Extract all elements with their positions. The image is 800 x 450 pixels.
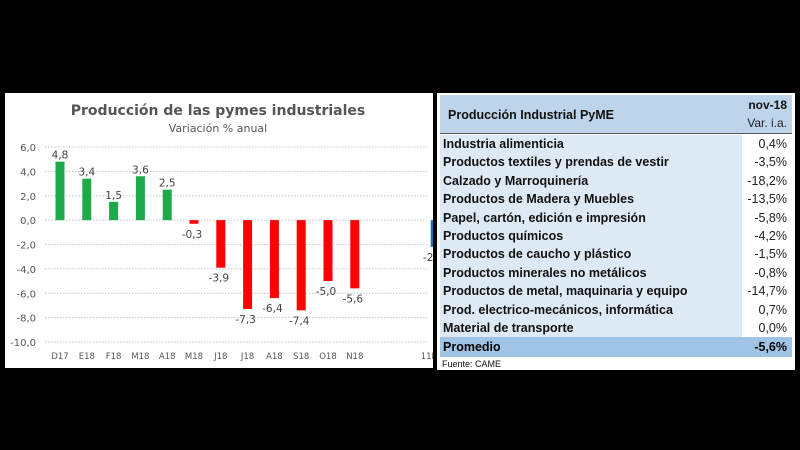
bar <box>82 178 92 221</box>
data-label: -5,6 <box>343 293 364 305</box>
bar <box>55 161 65 221</box>
source-note: Fuente: CAME <box>442 359 502 369</box>
table-row: Productos químicos -4,2% <box>440 227 792 246</box>
row-label: Productos minerales no metálicos <box>443 265 647 280</box>
bar <box>109 201 119 221</box>
table-row: Calzado y Marroquinería -18,2% <box>440 171 792 191</box>
y-tick-label: -6,0 <box>16 289 36 300</box>
row-value: -1,5% <box>754 247 787 262</box>
row-value: -4,2% <box>754 229 787 243</box>
y-tick-label: 4,0 <box>20 167 36 178</box>
row-value: -18,2% <box>747 173 787 188</box>
y-tick-label: 2,0 <box>20 192 36 203</box>
bar <box>243 220 253 310</box>
bar <box>323 220 333 282</box>
x-tick-label: A18 <box>159 352 176 362</box>
bar <box>216 220 226 268</box>
y-tick-label: -10,0 <box>10 338 36 349</box>
data-label: -7,3 <box>235 314 256 326</box>
table-row: Papel, cartón, edición e impresión -5,8% <box>440 208 792 228</box>
bar <box>296 220 306 311</box>
y-tick-label: -2,0 <box>16 241 36 252</box>
table-row: Productos minerales no metálicos -0,8% <box>440 263 792 283</box>
row-label: Industria alimenticia <box>443 137 564 151</box>
x-tick-label: F18 <box>106 352 122 362</box>
row-value: -14,7% <box>747 284 787 299</box>
row-label: Productos de caucho y plástico <box>443 247 632 262</box>
data-label: 1,5 <box>105 190 122 202</box>
y-tick-label: -8,0 <box>16 314 36 325</box>
x-tick-label: E18 <box>79 352 95 362</box>
row-label: Material de transporte <box>443 321 574 335</box>
row-label: Productos de metal, maquinaria y equipo <box>443 284 688 299</box>
bar-chart-panel: Producción de las pymes industriales Var… <box>5 93 433 368</box>
bar <box>135 176 145 221</box>
chart-title: Producción de las pymes industriales <box>71 103 365 119</box>
row-value: -13,5% <box>747 192 787 207</box>
row-label: Productos textiles y prendas de vestir <box>443 155 669 170</box>
y-tick-label: -4,0 <box>16 265 36 276</box>
data-label: -7,4 <box>289 315 310 327</box>
x-tick-label: M18 <box>185 352 203 362</box>
row-value: 0,4% <box>758 137 788 151</box>
row-value: -3,5% <box>754 155 787 170</box>
table-row: Industria alimenticia 0,4% <box>440 135 792 154</box>
table-row: Material de transporte 0,0% <box>440 319 792 338</box>
row-label: Papel, cartón, edición e impresión <box>443 210 646 225</box>
data-label: 4,8 <box>52 150 69 162</box>
table-header: Producción Industrial PyME nov-18 Var. i… <box>440 95 792 134</box>
row-label: Prod. electrico-mecánicos, informática <box>443 302 673 317</box>
data-label: -2,2 <box>423 252 433 264</box>
bar <box>269 220 279 299</box>
data-label: -0,3 <box>182 229 203 241</box>
bar <box>189 220 199 224</box>
x-tick-label: J18 <box>240 352 254 362</box>
row-label: Calzado y Marroquinería <box>443 173 589 188</box>
table-average-row: Promedio -5,6% <box>440 337 792 357</box>
table-row: Productos textiles y prendas de vestir -3… <box>440 153 792 172</box>
x-tick-label: J18 <box>213 352 227 362</box>
x-tick-label: M18 <box>131 352 149 362</box>
x-tick-label: 11M18 <box>421 352 433 362</box>
table-row: Productos de metal, maquinaria y equipo -… <box>440 282 792 301</box>
table-row: Productos de caucho y plástico -1,5% <box>440 245 792 264</box>
table-row: Prod. electrico-mecánicos, informática 0,… <box>440 300 792 320</box>
y-tick-label: 6,0 <box>20 143 36 154</box>
data-label: 3,4 <box>78 167 95 179</box>
y-tick-label: 0,0 <box>20 216 36 227</box>
row-label: Productos químicos <box>443 229 564 243</box>
bar-chart: Producción de las pymes industriales Var… <box>10 103 433 362</box>
row-value: -0,8% <box>754 265 787 280</box>
x-tick-label: N18 <box>346 352 363 362</box>
x-tick-label: O18 <box>319 352 337 362</box>
bar <box>430 220 433 247</box>
chart-subtitle: Variación % anual <box>169 122 267 135</box>
table-measure: Var. i.a. <box>747 116 787 130</box>
row-label: Productos de Madera y Muebles <box>443 192 635 207</box>
x-tick-label: D17 <box>51 352 68 362</box>
bar <box>162 189 172 221</box>
data-label: -5,0 <box>316 286 337 298</box>
table-row: Productos de Madera y Muebles -13,5% <box>440 190 792 209</box>
data-label: 3,6 <box>132 164 149 176</box>
production-table: Producción Industrial PyME nov-18 Var. i… <box>437 93 795 370</box>
x-tick-label: S18 <box>293 352 309 362</box>
row-value: -5,8% <box>754 210 787 225</box>
row-value: 0,7% <box>758 302 788 317</box>
table-title: Producción Industrial PyME <box>448 108 614 122</box>
average-value: -5,6% <box>754 340 787 354</box>
data-label: 2,5 <box>159 178 176 190</box>
data-label: -6,4 <box>262 303 283 315</box>
bar <box>350 220 360 289</box>
average-label: Promedio <box>443 340 501 354</box>
x-tick-label: A18 <box>266 352 283 362</box>
table-month: nov-18 <box>748 98 787 112</box>
row-value: 0,0% <box>758 321 788 335</box>
data-label: -3,9 <box>209 273 230 285</box>
